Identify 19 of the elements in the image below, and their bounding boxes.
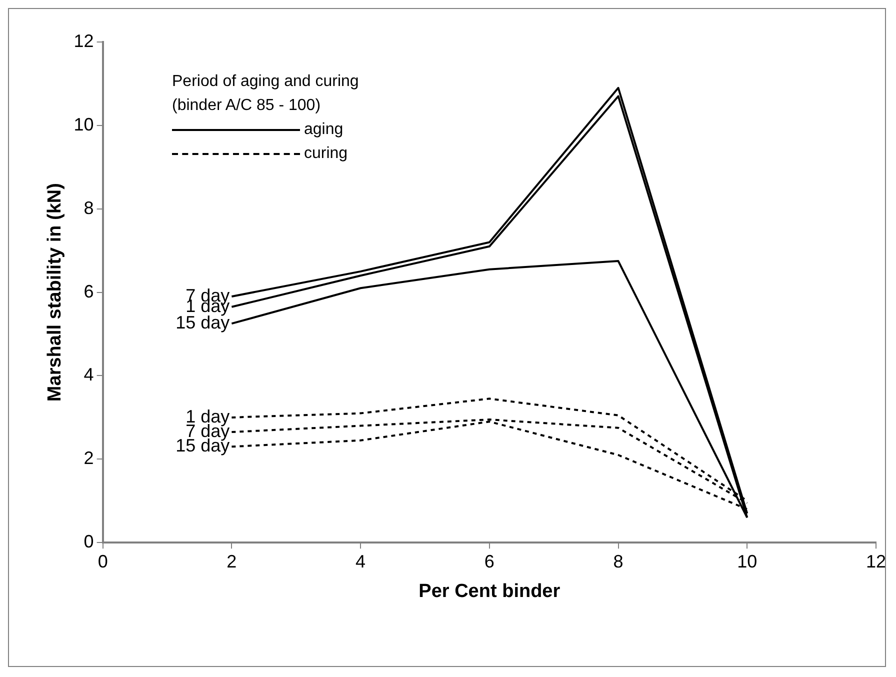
x-tick-label: 12 xyxy=(866,551,886,572)
y-tick-label: 6 xyxy=(84,281,94,302)
x-axis-title: Per Cent binder xyxy=(418,580,561,602)
annotation: curing xyxy=(304,144,348,164)
y-tick-label: 2 xyxy=(84,448,94,468)
legend-title: Period of aging and curing (binder A/C 85 - 100) xyxy=(172,72,360,116)
y-tick-label: 4 xyxy=(84,364,94,385)
x-tick-label: 6 xyxy=(484,551,494,572)
y-tick-label: 10 xyxy=(74,114,94,134)
annotation: aging xyxy=(304,120,344,140)
x-tick-label: 0 xyxy=(98,551,108,572)
x-tick-label: 10 xyxy=(737,551,758,572)
x-tick-label: 4 xyxy=(356,551,366,572)
y-tick-label: 8 xyxy=(84,198,94,218)
x-tick-label: 2 xyxy=(226,551,237,572)
y-axis-title: Marshall stability in (kN) xyxy=(44,183,66,402)
y-tick-label: 0 xyxy=(84,532,94,552)
y-tick-label: 12 xyxy=(74,30,94,51)
x-tick-label: 8 xyxy=(613,551,624,572)
